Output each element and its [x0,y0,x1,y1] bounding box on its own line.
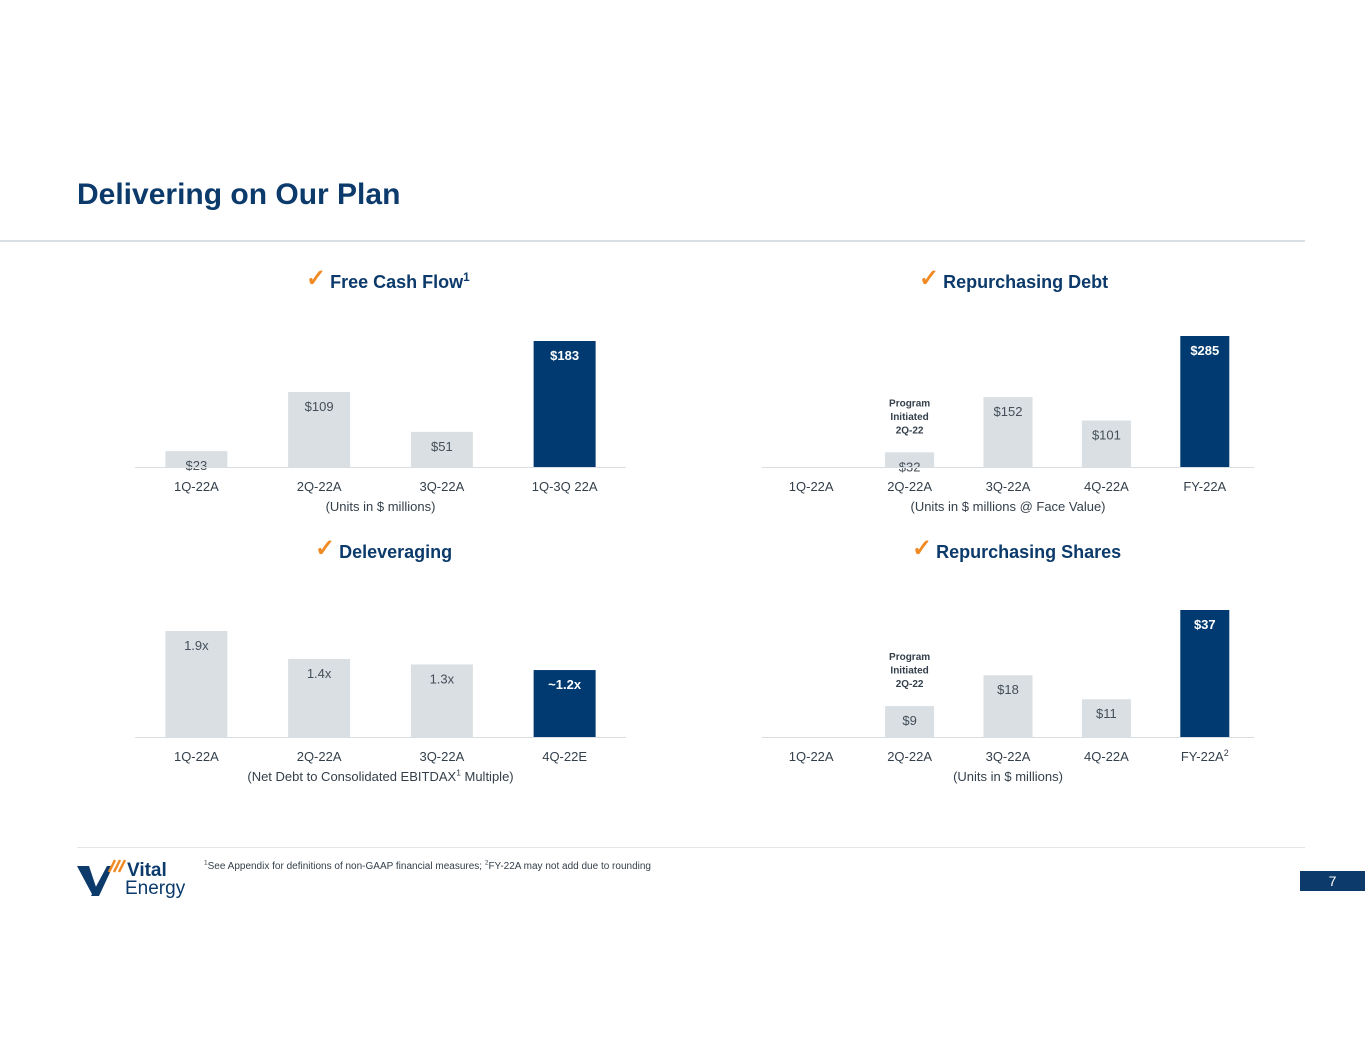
deleveraging-title: Deleveraging [339,542,453,562]
tick-label: 2Q-22A [297,479,342,494]
data-label: $11 [1096,706,1117,721]
data-label: $18 [997,682,1019,697]
tick-label: 4Q-22E [542,749,587,764]
tick-label: FY-22A [1183,479,1226,494]
deleveraging-heading: ✓ Deleveraging [315,535,453,565]
bar [165,451,228,467]
tick-label: 2Q-22A [887,479,932,494]
checkmark-icon: ✓ [315,535,336,562]
bar [533,670,596,737]
repurchasing-shares-caption: (Units in $ millions) [953,769,1063,784]
repurchasing-shares-title: Repurchasing Shares [936,542,1122,562]
page-number: 7 [1300,871,1365,891]
repurchasing-debt-caption: (Units in $ millions @ Face Value) [910,499,1106,514]
data-label: $183 [550,348,579,363]
deleveraging-caption-footnote: 1 [456,767,461,778]
data-label: $23 [186,458,208,473]
checkmark-icon: ✓ [912,535,933,562]
bar [885,452,935,467]
bar [1081,420,1131,467]
checkmark-icon: ✓ [306,265,327,292]
data-label: $51 [431,439,453,454]
annotation-label: 2Q-22 [896,679,924,690]
logo-text-vital: Vital [127,860,167,881]
free-cash-flow-title-footnote: 1 [463,271,470,284]
annotation-label: Initiated [890,412,928,423]
free-cash-flow-caption: (Units in $ millions) [325,499,436,514]
deleveraging-caption-post: Multiple) [460,769,514,784]
tick-label: 3Q-22A [419,479,464,494]
footnote-mark-2: 2 [484,859,489,867]
tick-label: 4Q-22A [1084,479,1129,494]
bar [288,658,351,737]
bar [1180,336,1230,467]
tick-label: FY-22A2 [1181,748,1229,764]
footer-divider [77,847,1305,848]
tick-label: 2Q-22A [297,749,342,764]
deleveraging-caption: (Net Debt to Consolidated EBITDAX1 Multi… [135,767,626,784]
tick-label: 1Q-22A [789,749,834,764]
repurchasing-debt-heading: ✓ Repurchasing Debt [919,265,1109,295]
bar [288,391,351,467]
data-label: $285 [1190,343,1219,358]
data-label: $152 [994,404,1023,419]
footnote-text-2: FY-22A may not add due to rounding [488,861,651,872]
repurchasing-debt-title: Repurchasing Debt [943,272,1109,292]
tick-label: 1Q-22A [174,749,219,764]
bar [983,397,1033,467]
repurchasing-shares-heading: ✓ Repurchasing Shares [912,535,1122,565]
logo-mark-icon [77,859,127,896]
data-label: $32 [899,459,921,474]
data-label: $37 [1194,617,1216,632]
annotation-label: Program [889,398,930,409]
title-divider [0,240,1305,242]
checkmark-icon: ✓ [919,265,940,292]
data-label: 1.3x [430,671,455,686]
data-label: $101 [1092,428,1121,443]
tick-label: 1Q-22A [174,479,219,494]
tick-label-footnote: 2 [1224,748,1229,758]
tick-label: 2Q-22A [887,749,932,764]
data-label: 1.4x [307,666,332,681]
bar [410,664,473,737]
footnote-text-1: See Appendix for definitions of non-GAAP… [207,861,485,872]
data-label: $109 [305,399,334,414]
tick-label: 3Q-22A [986,479,1031,494]
bar [533,341,596,467]
free-cash-flow-title: Free Cash Flow [330,272,464,292]
deleveraging-caption-pre: (Net Debt to Consolidated EBITDAX [247,769,457,784]
tick-label: 4Q-22A [1084,749,1129,764]
annotation-label: Initiated [890,666,928,677]
logo-text-energy: Energy [125,878,186,899]
tick-label: 3Q-22A [986,749,1031,764]
bar [1081,699,1131,737]
page-title: Delivering on Our Plan [77,178,401,211]
footnote: 1See Appendix for definitions of non-GAA… [204,859,651,872]
company-logo: Vital Energy [77,858,202,902]
annotation-label: 2Q-22 [896,425,924,436]
tick-label: 1Q-22A [789,479,834,494]
footnote-mark-1: 1 [204,859,208,867]
annotation-label: Program [889,652,930,663]
bar [983,675,1033,737]
bar [885,706,935,737]
bar [410,431,473,467]
data-label: ~1.2x [548,677,582,692]
data-label: $9 [902,713,916,728]
data-label: 1.9x [184,638,209,653]
free-cash-flow-heading: ✓ Free Cash Flow1 [306,265,470,295]
tick-label: 3Q-22A [419,749,464,764]
bar [165,631,228,737]
tick-label: 1Q-3Q 22A [532,479,598,494]
bar [1180,610,1230,737]
